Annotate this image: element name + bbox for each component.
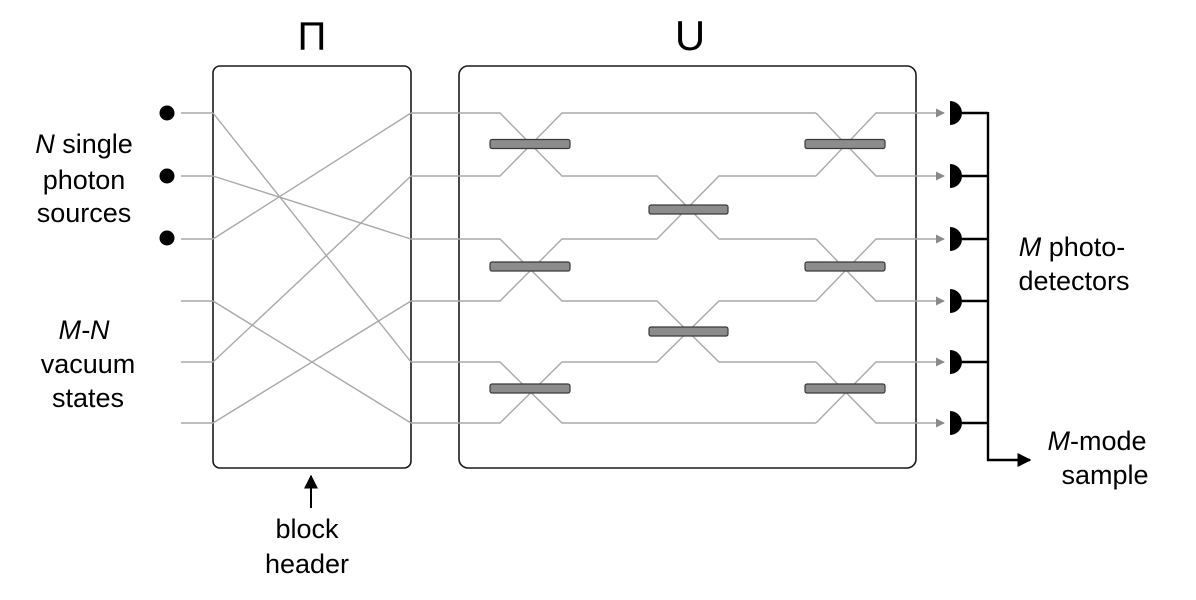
beam-splitter	[805, 384, 885, 393]
vacuum-label-line1: M-N	[59, 315, 110, 345]
beam-splitter	[649, 205, 728, 214]
photodetector-2	[950, 164, 962, 188]
permutation-wiring	[213, 113, 411, 423]
inter-block-wires	[411, 113, 459, 423]
unitary-block-symbol: U	[675, 12, 705, 59]
photodetector-5	[950, 350, 962, 374]
sources-label-line1: N single	[35, 129, 133, 159]
header-label-line2: header	[265, 549, 349, 579]
beam-splitter	[805, 140, 885, 149]
photodetectors	[950, 101, 962, 435]
beam-splitter	[649, 327, 728, 336]
beam-splitter	[490, 262, 570, 271]
sample-label-line2: sample	[1061, 460, 1148, 490]
photodetector-4	[950, 289, 962, 313]
input-wires	[181, 113, 213, 423]
photodetector-6	[950, 411, 962, 435]
permutation-block-symbol: Π	[298, 15, 327, 59]
detectors-label-line2: detectors	[1018, 266, 1129, 296]
photodetector-3	[950, 227, 962, 251]
beam-splitter	[490, 384, 570, 393]
beam-splitters	[490, 140, 885, 394]
output-wires	[916, 113, 944, 423]
header-label-line1: block	[275, 514, 339, 544]
photon-source-1	[160, 106, 175, 121]
beam-splitter	[805, 262, 885, 271]
vacuum-label-line2: vacuum	[41, 349, 136, 379]
photon-source-3	[160, 231, 175, 246]
beam-splitter	[490, 140, 570, 149]
sources-label-line2: photon	[43, 165, 126, 195]
detectors-label-line1: M photo-	[1019, 232, 1126, 262]
sample-label-line1: M-mode	[1047, 426, 1146, 456]
sources-label-line3: sources	[37, 198, 132, 228]
photon-source-2	[160, 169, 175, 184]
permutation-block	[213, 66, 411, 468]
vacuum-label-line3: states	[52, 383, 124, 413]
photodetector-1	[950, 101, 962, 125]
